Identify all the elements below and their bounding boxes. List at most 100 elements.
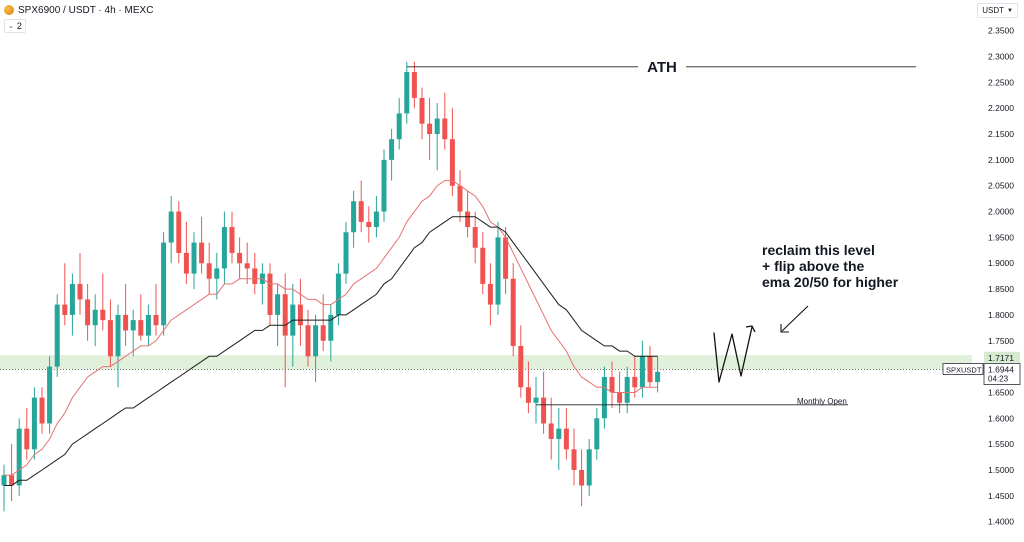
bullish-candle — [655, 371, 661, 383]
bullish-candle — [31, 397, 37, 450]
bearish-candle — [366, 221, 372, 228]
bearish-candle — [39, 397, 45, 424]
y-tick-label: 2.1000 — [988, 155, 1014, 165]
bearish-candle — [24, 428, 30, 450]
y-tick-label: 2.3000 — [988, 52, 1014, 62]
bullish-candle — [351, 201, 357, 233]
annotation-line: reclaim this level — [762, 242, 875, 258]
ath-label: ATH — [647, 59, 677, 76]
bullish-candle — [130, 320, 136, 331]
bearish-candle — [449, 139, 455, 186]
chart-title: SPX6900 / USDT · 4h · MEXC — [18, 4, 154, 16]
bullish-candle — [275, 294, 281, 315]
bullish-candle — [54, 304, 60, 367]
annotation-line: ema 20/50 for higher — [762, 274, 899, 290]
chevron-down-icon: ⌄ — [8, 23, 14, 30]
bearish-candle — [138, 320, 144, 336]
bearish-candle — [411, 72, 417, 98]
bullish-candle — [191, 242, 197, 274]
bearish-candle — [548, 423, 554, 439]
bearish-candle — [85, 299, 91, 326]
bullish-candle — [533, 397, 539, 403]
bearish-candle — [358, 201, 364, 222]
currency-label: USDT — [982, 6, 1005, 15]
y-tick-label: 2.0500 — [988, 181, 1014, 191]
bearish-candle — [647, 356, 653, 383]
bearish-candle — [199, 242, 205, 264]
bullish-candle — [313, 325, 319, 357]
bearish-candle — [442, 118, 448, 140]
bearish-candle — [518, 345, 524, 388]
y-tick-label: 1.8500 — [988, 284, 1014, 294]
ema50-line — [4, 216, 658, 486]
bullish-candle — [221, 227, 227, 269]
y-tick-label: 2.1500 — [988, 129, 1014, 139]
bearish-candle — [77, 283, 83, 300]
y-tick-label: 1.9500 — [988, 232, 1014, 242]
bearish-candle — [176, 211, 182, 253]
bullish-candle — [381, 159, 387, 212]
bearish-candle — [579, 469, 585, 486]
y-tick-label: 2.2500 — [988, 77, 1014, 87]
bullish-candle — [404, 72, 410, 114]
bullish-candle — [639, 356, 645, 388]
bearish-candle — [305, 325, 311, 357]
bearish-candle — [9, 475, 15, 486]
bearish-candle — [480, 247, 486, 284]
bearish-candle — [153, 314, 159, 326]
ema20-line — [4, 180, 658, 476]
bearish-candle — [419, 97, 425, 124]
bearish-candle — [563, 428, 569, 450]
last-price-tag — [983, 363, 1021, 385]
bullish-candle — [92, 309, 98, 326]
bullish-candle — [168, 211, 174, 243]
support-resistance-zone — [0, 354, 972, 370]
level-price-tag — [984, 351, 1020, 363]
bullish-candle — [145, 314, 151, 336]
bearish-candle — [465, 211, 471, 228]
bearish-candle — [320, 325, 326, 341]
bearish-candle — [487, 283, 493, 305]
bullish-candle — [335, 273, 341, 315]
indicators-toggle[interactable]: ⌄ 2 — [4, 19, 26, 33]
y-tick-label: 1.4500 — [988, 491, 1014, 501]
bearish-candle — [123, 314, 129, 331]
bearish-candle — [244, 263, 250, 269]
arrow-head-icon — [780, 324, 789, 333]
bearish-candle — [282, 294, 288, 336]
bullish-candle — [434, 118, 440, 135]
indicator-count: 2 — [16, 21, 22, 31]
symbol-tag — [942, 363, 984, 375]
bearish-candle — [503, 237, 509, 279]
annotation-pointer-arrow — [781, 305, 809, 332]
y-tick-label: 1.5000 — [988, 465, 1014, 475]
bullish-candle — [47, 366, 53, 424]
arrow-up-icon — [745, 325, 756, 333]
bullish-candle — [69, 283, 75, 315]
bearish-candle — [541, 397, 547, 424]
hand-drawn-zigzag-projection — [713, 326, 753, 383]
bullish-candle — [624, 376, 630, 403]
price-axis: 2.3500 2.3000 2.2500 2.2000 2.1500 2.1000 2.05… — [988, 26, 1014, 527]
annotation-line: + flip above the — [762, 258, 865, 274]
bullish-candle — [161, 242, 167, 326]
y-tick-label: 1.5500 — [988, 439, 1014, 449]
currency-select-button[interactable]: USDT ▼ — [977, 3, 1018, 18]
bearish-candle — [206, 263, 212, 279]
bullish-candle — [495, 237, 501, 305]
y-tick-label: 1.9000 — [988, 258, 1014, 268]
y-tick-label: 2.2000 — [988, 103, 1014, 113]
y-tick-label: 1.7500 — [988, 336, 1014, 346]
chart-header: SPX6900 / USDT · 4h · MEXC — [4, 3, 153, 17]
y-tick-label: 1.8000 — [988, 310, 1014, 320]
chevron-down-icon: ▼ — [1007, 7, 1013, 14]
bearish-candle — [609, 376, 615, 393]
bearish-candle — [617, 392, 623, 403]
bearish-candle — [472, 227, 478, 248]
bearish-candle — [267, 273, 273, 315]
bullish-candle — [115, 314, 121, 357]
symbol-tag-text: SPXUSDT — [946, 366, 982, 375]
